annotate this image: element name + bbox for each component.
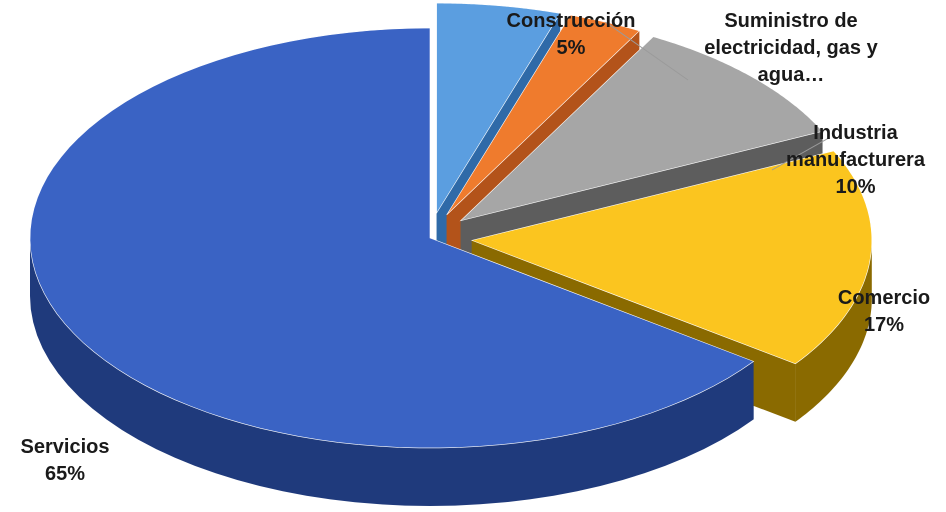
label-industria: Industria manufacturera 10% [768, 120, 943, 201]
leader-line-industria [771, 137, 829, 171]
label-suministro: Suministro de electricidad, gas y agua… [676, 8, 906, 89]
slice-construccion [436, 2, 561, 215]
label-construccion-name: Construcción [506, 10, 636, 32]
label-comercio-value: 17% [863, 314, 905, 336]
slice-side-comercio [795, 240, 872, 422]
label-servicios-name: Servicios [20, 436, 110, 458]
label-industria-value: 10% [835, 176, 876, 198]
label-suministro-line3: agua… [757, 64, 825, 86]
label-servicios-value: 65% [44, 463, 86, 485]
label-comercio: Comercio 17% [822, 285, 946, 339]
label-industria-line1: Industria [813, 122, 898, 144]
slice-industria [459, 36, 824, 222]
slice-servicios [29, 27, 755, 449]
label-construccion-value: 5% [556, 37, 586, 59]
label-servicios: Servicios 65% [0, 434, 130, 488]
label-construccion: Construcción 5% [486, 8, 656, 62]
label-comercio-name: Comercio [837, 287, 931, 309]
slice-side-servicios [30, 238, 754, 506]
slice-comercio [470, 150, 873, 365]
leader-line-suministro [605, 21, 689, 81]
label-industria-line2: manufacturera [786, 149, 925, 171]
label-suministro-line1: Suministro de [724, 10, 858, 32]
label-suministro-line2: electricidad, gas y [704, 37, 878, 59]
